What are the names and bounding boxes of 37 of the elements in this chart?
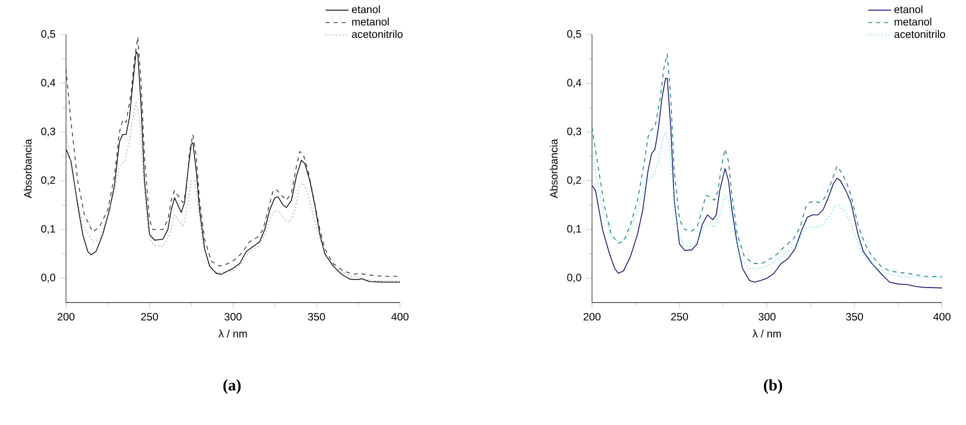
y-tick-label: 0,1 <box>41 225 56 234</box>
y-tick-label: 0,2 <box>41 176 56 186</box>
y-tick-label: 0,0 <box>41 274 56 283</box>
x-axis-title: λ / nm <box>218 330 247 338</box>
x-tick-label: 250 <box>141 313 158 321</box>
x-tick-label: 300 <box>758 313 776 321</box>
y-tick-label: 0,3 <box>41 128 56 137</box>
x-tick-label: 300 <box>224 313 242 321</box>
y-tick-label: 0,4 <box>567 79 582 88</box>
x-tick-label: 200 <box>584 313 600 321</box>
line-series <box>66 102 400 282</box>
y-tick-label: 0,0 <box>567 274 582 283</box>
line-series <box>592 54 942 278</box>
y-tick-label: 0,2 <box>567 176 582 186</box>
text: (b) <box>764 380 782 394</box>
x-tick-label: 250 <box>671 313 688 321</box>
legend-label: acetonitrilo <box>352 30 403 38</box>
text: (a) <box>223 380 241 394</box>
y-tick-label: 0,5 <box>567 30 582 40</box>
y-axis-title: Absorbancia <box>550 139 558 198</box>
legend-label: etanol <box>352 6 380 14</box>
x-axis-title: λ / nm <box>752 330 781 338</box>
line-series <box>592 78 942 289</box>
legend-label: etanol <box>894 6 922 14</box>
y-axis-title: Absorbancia <box>24 139 32 198</box>
y-tick-label: 0,5 <box>41 30 56 40</box>
x-tick-label: 350 <box>308 313 325 321</box>
x-tick-label: 350 <box>846 313 863 321</box>
y-tick-label: 0,1 <box>567 225 582 234</box>
x-tick-label: 400 <box>933 313 950 321</box>
x-tick-label: 400 <box>391 313 408 321</box>
legend-label: metanol <box>894 18 932 26</box>
legend-label: metanol <box>352 18 389 26</box>
x-tick-label: 200 <box>58 313 74 321</box>
y-tick-label: 0,4 <box>41 79 56 88</box>
y-tick-label: 0,3 <box>567 128 582 137</box>
legend-label: acetonitrilo <box>894 30 946 38</box>
